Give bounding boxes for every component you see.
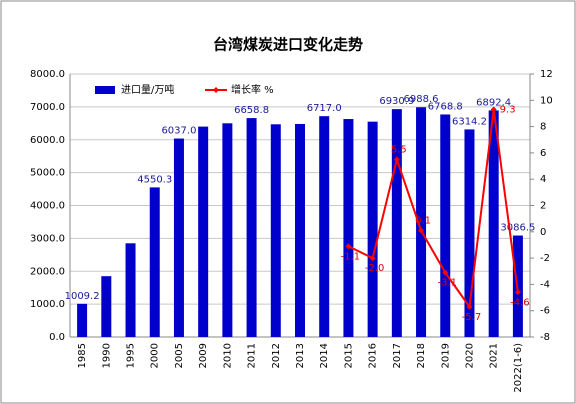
x-tick-label: 1985 [77, 343, 88, 368]
line-value-label: 5.5 [391, 144, 407, 155]
bar [101, 276, 112, 337]
bar-value-label: 3086.5 [500, 223, 535, 234]
y2-tick-label: 10 [540, 95, 553, 106]
line [347, 109, 519, 310]
bar [173, 138, 184, 337]
line-marker [345, 243, 352, 250]
y2-tick-label: -4 [540, 279, 550, 290]
bar [367, 121, 378, 337]
line-marker [442, 269, 449, 276]
bar-value-label: 6892.4 [476, 97, 511, 108]
line-marker [369, 255, 376, 262]
y2-tick-label: -2 [540, 253, 550, 264]
y2-tick-label: 6 [540, 148, 546, 159]
bar-value-label: 1009.2 [65, 291, 100, 302]
line-value-label: -5.7 [462, 312, 482, 323]
y2-tick-label: -6 [540, 306, 550, 317]
x-tick-label: 1990 [101, 343, 112, 368]
bar-value-label: 4550.3 [137, 174, 172, 185]
bar-value-label: 6717.0 [307, 103, 342, 114]
y-tick-label: 5000.0 [30, 168, 65, 179]
x-tick-label: 2005 [174, 343, 185, 368]
bar [295, 123, 305, 337]
line-value-label: -1.1 [341, 251, 361, 262]
legend-swatch [95, 86, 115, 94]
y-tick-label: 0.0 [49, 332, 65, 343]
x-tick-label: 2014 [319, 343, 330, 368]
x-tick-label: 2012 [271, 343, 282, 368]
x-tick-label: 2021 [489, 343, 500, 368]
legend-marker [213, 87, 219, 93]
y-tick-label: 6000.0 [30, 135, 65, 146]
line-value-label: -4.6 [510, 297, 530, 308]
bar [319, 116, 330, 338]
y2-tick-label: -8 [540, 332, 550, 343]
bar-value-label: 6988.6 [404, 94, 439, 105]
x-tick-label: 2020 [464, 343, 475, 368]
bar [270, 124, 281, 337]
bar [246, 118, 257, 337]
y-tick-label: 8000.0 [30, 69, 65, 80]
bar [222, 123, 233, 337]
x-tick-label: 2015 [343, 343, 354, 368]
bar-value-label: 6768.8 [428, 101, 463, 112]
line-value-label: 9.3 [500, 105, 516, 116]
x-tick-label: 2000 [150, 343, 161, 368]
bar-value-label: 6930.9 [379, 96, 414, 107]
y-tick-label: 7000.0 [30, 102, 65, 113]
y2-tick-label: 0 [540, 227, 546, 238]
legend-label: 增长率 % [231, 83, 274, 96]
line-value-label: -3.1 [438, 278, 458, 289]
legend-label: 进口量/万吨 [121, 83, 174, 96]
line-value-label: -2.0 [365, 263, 385, 274]
bar-value-label: 6314.2 [452, 116, 487, 127]
x-tick-label: 2013 [295, 343, 306, 368]
bar [464, 129, 475, 337]
bar [440, 114, 451, 337]
y2-tick-label: 4 [540, 174, 546, 185]
bar [77, 303, 88, 337]
line-marker [393, 156, 400, 163]
y-tick-label: 2000.0 [30, 266, 65, 277]
line-marker [514, 289, 521, 296]
y2-tick-label: 12 [540, 69, 553, 80]
x-tick-label: 2018 [416, 343, 427, 368]
bar [198, 126, 209, 337]
line-marker [490, 106, 497, 113]
x-tick-label: 1995 [126, 343, 137, 368]
chart-title: 台湾煤炭进口变化走势 [213, 36, 363, 54]
y-tick-label: 3000.0 [30, 233, 65, 244]
bar-value-label: 6658.8 [234, 105, 269, 116]
x-tick-label: 2010 [222, 343, 233, 368]
bar [343, 119, 354, 337]
y2-tick-label: 8 [540, 122, 546, 133]
bar [488, 110, 499, 337]
y2-tick-label: 2 [540, 201, 546, 212]
y-tick-label: 4000.0 [30, 201, 65, 212]
line-value-label: 0.1 [415, 215, 431, 226]
bar [391, 109, 402, 337]
bar [416, 107, 427, 337]
line-marker [418, 227, 425, 234]
x-tick-label: 2019 [440, 343, 451, 368]
bar [125, 243, 136, 337]
y-tick-label: 1000.0 [30, 299, 65, 310]
bar-value-label: 6037.0 [161, 126, 196, 137]
x-tick-label: 2011 [247, 343, 258, 368]
x-tick-label: 2022(1-6) [513, 343, 524, 393]
bar [149, 187, 160, 337]
x-tick-label: 2009 [198, 343, 209, 368]
line-marker [466, 303, 473, 310]
x-tick-label: 2016 [368, 343, 379, 368]
x-tick-label: 2017 [392, 343, 403, 368]
